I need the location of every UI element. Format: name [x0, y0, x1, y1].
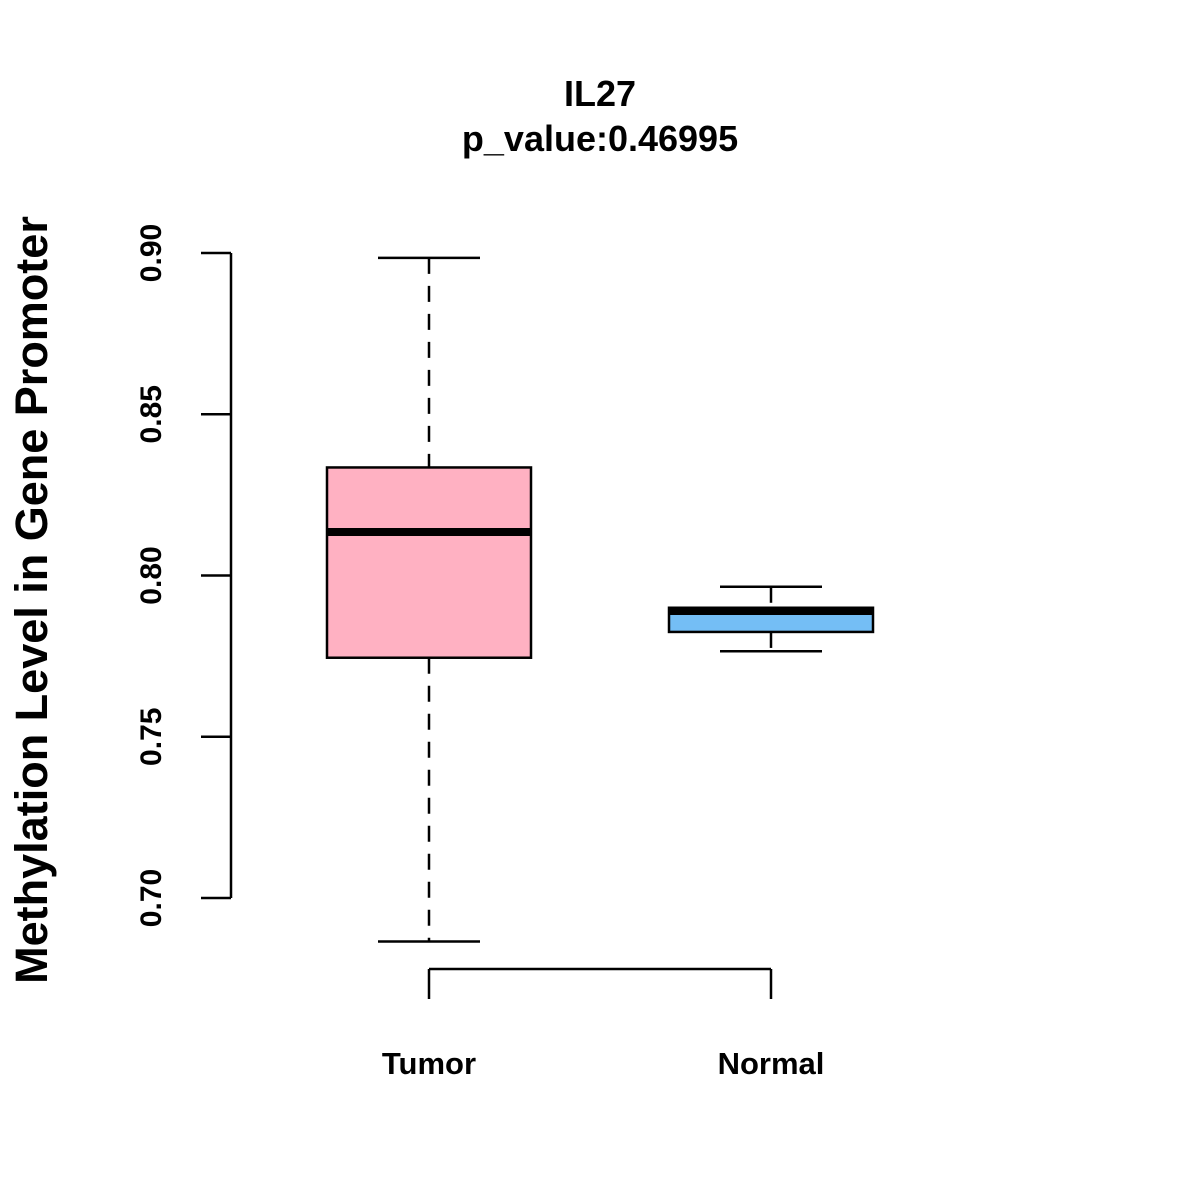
- x-tick-label: Normal: [718, 1046, 825, 1081]
- y-tick-label: 0.85: [135, 385, 168, 443]
- boxes-group: [325, 256, 875, 943]
- y-tick-label: 0.80: [135, 546, 168, 604]
- chart-title: IL27: [564, 73, 636, 114]
- box-tumor: [325, 466, 533, 659]
- x-axis: Tumor Normal: [382, 967, 825, 1081]
- x-tick-label: Tumor: [382, 1046, 476, 1081]
- y-axis: 0.70 0.75 0.80 0.85 0.90: [135, 224, 233, 927]
- y-axis-label: Methylation Level in Gene Promoter: [6, 216, 57, 984]
- y-tick-label: 0.90: [135, 224, 168, 282]
- y-tick-label: 0.70: [135, 869, 168, 927]
- chart-subtitle: p_value:0.46995: [462, 118, 738, 159]
- y-tick-label: 0.75: [135, 708, 168, 766]
